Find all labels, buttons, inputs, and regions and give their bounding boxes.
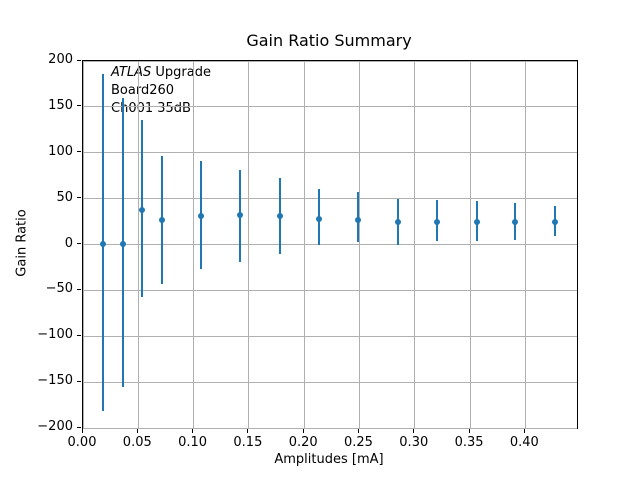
- data-point-marker: [99, 240, 106, 247]
- x-tick-mark: [81, 429, 83, 433]
- data-point-marker: [138, 206, 145, 213]
- y-tick-mark: [77, 59, 81, 61]
- gridline-horizontal: [83, 60, 577, 62]
- x-tick-label: 0.35: [454, 435, 484, 450]
- annotation-board: Board260: [111, 83, 175, 98]
- data-point-marker: [237, 212, 244, 219]
- x-tick-mark: [357, 429, 359, 433]
- chart-title: Gain Ratio Summary: [246, 31, 412, 50]
- x-tick-mark: [468, 429, 470, 433]
- x-tick-label: 0.10: [178, 435, 208, 450]
- x-tick-label: 0.30: [399, 435, 429, 450]
- y-tick-label: 100: [48, 143, 73, 159]
- x-tick-label: 0.00: [67, 435, 97, 450]
- x-tick-mark: [523, 429, 525, 433]
- y-tick-label: 50: [56, 189, 73, 205]
- y-tick-mark: [77, 426, 81, 428]
- x-tick-mark: [136, 429, 138, 433]
- data-point-marker: [119, 240, 126, 247]
- y-tick-label: 200: [48, 52, 73, 67]
- gridline-horizontal: [83, 244, 577, 245]
- x-tick-mark: [413, 429, 415, 433]
- data-point-marker: [433, 218, 440, 225]
- data-point-marker: [512, 218, 519, 225]
- gridline-horizontal: [83, 289, 577, 291]
- annotation-line-experiment: ATLAS Upgrade: [111, 64, 211, 82]
- gridline-horizontal: [83, 335, 577, 337]
- gridline-horizontal: [83, 152, 577, 154]
- y-tick-label: 0: [64, 235, 73, 251]
- y-tick-label: −50: [45, 281, 73, 297]
- gridline-horizontal: [83, 106, 577, 108]
- y-tick-label: −150: [37, 373, 73, 389]
- y-tick-mark: [77, 197, 81, 199]
- x-axis-label: Amplitudes [mA]: [274, 452, 384, 467]
- x-tick-label: 0.25: [343, 435, 373, 450]
- y-tick-mark: [77, 243, 81, 244]
- x-tick-mark: [302, 429, 304, 433]
- data-point-marker: [355, 216, 362, 223]
- data-point-marker: [473, 218, 480, 225]
- data-point-marker: [395, 218, 402, 225]
- data-point-marker: [276, 213, 283, 220]
- y-tick-mark: [77, 288, 81, 290]
- data-point-marker: [158, 216, 165, 223]
- data-point-marker: [315, 215, 322, 222]
- gridline-horizontal: [83, 198, 577, 200]
- y-tick-mark: [77, 334, 81, 336]
- data-point-marker: [198, 213, 205, 220]
- annotation-channel: Ch001 35dB: [111, 101, 191, 116]
- y-tick-mark: [77, 105, 81, 107]
- y-tick-label: −100: [37, 327, 73, 343]
- gridline-horizontal: [83, 427, 577, 429]
- annotation-experiment-suffix: Upgrade: [151, 65, 211, 80]
- x-tick-label: 0.40: [509, 435, 539, 450]
- y-tick-mark: [77, 380, 81, 382]
- y-tick-label: 150: [48, 97, 73, 113]
- annotation-experiment: ATLAS: [111, 65, 152, 80]
- data-point-marker: [552, 218, 559, 225]
- x-tick-label: 0.20: [288, 435, 318, 450]
- x-tick-mark: [247, 429, 249, 433]
- plot-area: ATLAS Upgrade Board260 Ch001 35dB: [82, 60, 578, 429]
- y-tick-label: −200: [37, 419, 73, 434]
- x-tick-label: 0.15: [233, 435, 263, 450]
- x-tick-label: 0.05: [122, 435, 152, 450]
- x-tick-mark: [192, 429, 194, 433]
- annotation: ATLAS Upgrade Board260 Ch001 35dB: [111, 64, 211, 118]
- y-tick-mark: [77, 151, 81, 153]
- gridline-horizontal: [83, 381, 577, 383]
